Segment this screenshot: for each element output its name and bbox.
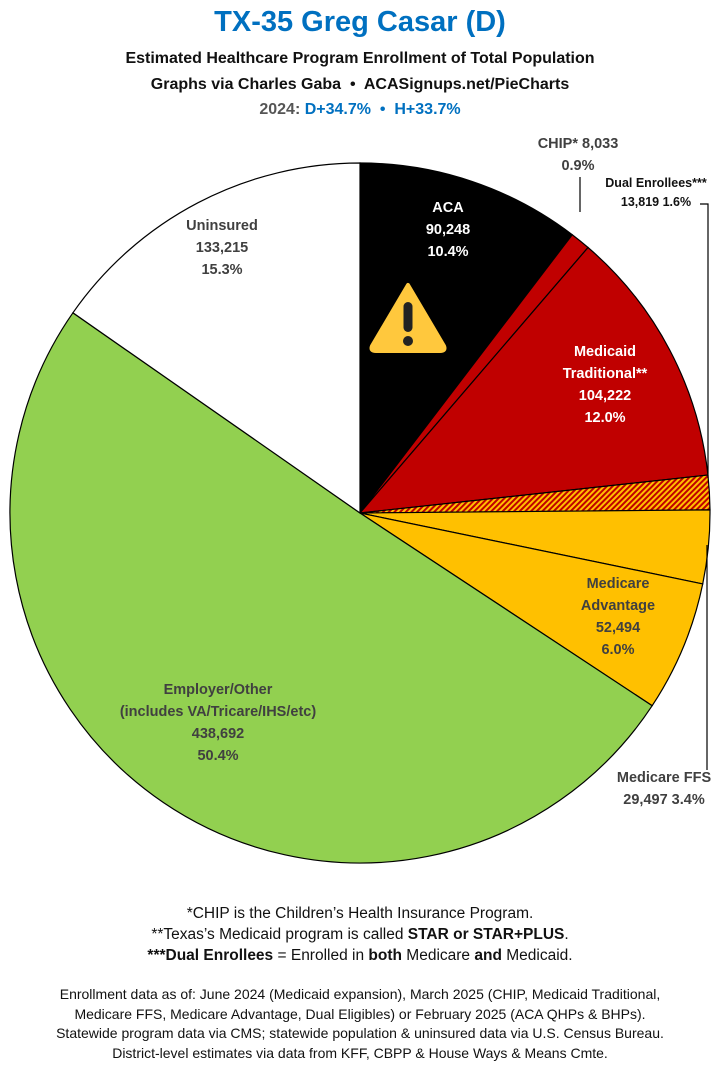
pie-slice-medicare-advantage (359, 512, 704, 707)
aca-pct: 10.4% (427, 244, 468, 260)
employer-value: 438,692 (192, 726, 244, 742)
ma-value: 52,494 (596, 620, 640, 636)
footnotes: *CHIP is the Children’s Health Insurance… (0, 903, 720, 966)
footnote-bold: and (474, 947, 502, 964)
dual-label: Dual Enrollees*** (605, 176, 707, 190)
ffs-label: Medicare FFS (617, 770, 712, 786)
pie-slice-employer-other (9, 311, 654, 864)
source-line: Medicare FFS, Medicare Advantage, Dual E… (74, 1005, 646, 1022)
source-line: Enrollment data as of: June 2024 (Medica… (59, 986, 661, 1002)
employer-sublabel: (includes VA/Tricare/IHS/etc) (120, 704, 317, 720)
chart-title: TX-35 Greg Casar (D) (214, 6, 506, 38)
footnote-text: Medicaid. (501, 947, 573, 964)
employer-label: Employer/Other (164, 682, 273, 698)
pie-slice-uninsured (72, 162, 361, 515)
pie-slice-aca (359, 162, 574, 515)
dual-leader-line (700, 203, 709, 478)
source-line: Statewide program data via CMS; statewid… (56, 1025, 664, 1041)
medicaid-label: Medicaid (574, 344, 636, 360)
footnote-medicaid: **Texas’s Medicaid program is called STA… (0, 924, 720, 945)
partisan-line: 2024: D+34.7% • H+33.7% (0, 101, 720, 119)
ma-label-2: Advantage (581, 598, 655, 614)
footnote-text: = Enrolled in (273, 947, 369, 964)
footnote-bold: ***Dual Enrollees (147, 947, 274, 964)
footnote-dual: ***Dual Enrollees = Enrolled in both Med… (0, 945, 720, 966)
medicaid-label-2: Traditional** (563, 366, 648, 382)
aca-value: 90,248 (426, 222, 470, 238)
footnote-bold: STAR or STAR+PLUS (407, 926, 565, 943)
dual-value: 13,819 1.6% (621, 195, 691, 209)
year-label: 2024: (259, 101, 301, 118)
uninsured-label: Uninsured (186, 218, 258, 234)
footnote-bold: both (368, 947, 402, 964)
footnote-chip: *CHIP is the Children’s Health Insurance… (186, 905, 534, 922)
medicaid-value: 104,222 (579, 388, 631, 404)
medicaid-pct: 12.0% (584, 410, 625, 426)
ffs-value: 29,497 3.4% (623, 792, 705, 808)
uninsured-value: 133,215 (196, 240, 248, 256)
source-notes: Enrollment data as of: June 2024 (Medica… (0, 985, 720, 1063)
chip-pct: 0.9% (561, 158, 594, 174)
uninsured-pct: 15.3% (201, 262, 242, 278)
chart-subtitle: Estimated Healthcare Program Enrollment … (125, 50, 595, 67)
warning-icon (369, 283, 447, 353)
footnote-text: . (564, 926, 569, 943)
chip-label: CHIP* 8,033 (538, 136, 619, 152)
ma-pct: 6.0% (601, 642, 634, 658)
aca-label: ACA (432, 200, 464, 216)
source-line: District-level estimates via data from K… (112, 1044, 608, 1061)
footnote-text: **Texas’s Medicaid program is called (151, 926, 408, 943)
chart-credit: Graphs via Charles Gaba • ACASignups.net… (150, 76, 570, 93)
ma-label: Medicare (587, 576, 650, 592)
pie-slice-medicaid-traditional (358, 246, 709, 514)
partisan-index: D+34.7% • H+33.7% (304, 101, 461, 118)
employer-pct: 50.4% (197, 748, 238, 764)
pie-chart: ACA 90,248 10.4% Medicaid Traditional** … (9, 136, 712, 864)
footnote-text: Medicare (401, 947, 475, 964)
